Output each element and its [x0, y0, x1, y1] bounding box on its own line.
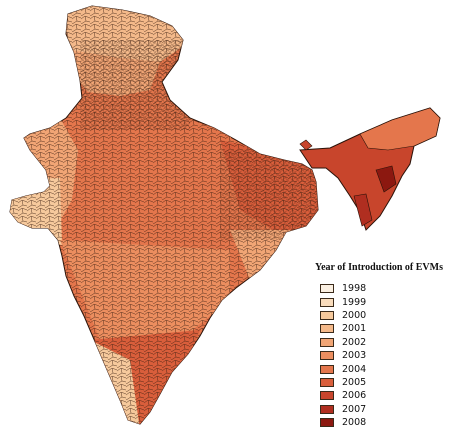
legend-swatch: [320, 298, 334, 307]
legend-item: 2007: [315, 403, 447, 416]
legend-swatch: [320, 324, 334, 333]
legend-label: 2000: [342, 310, 366, 321]
legend-swatch: [320, 338, 334, 347]
legend-item: 2003: [315, 349, 447, 362]
legend-label: 2004: [342, 364, 366, 375]
legend-label: 2008: [342, 417, 366, 428]
legend-label: 2003: [342, 350, 366, 361]
legend-swatch: [320, 365, 334, 374]
legend-swatch: [320, 378, 334, 387]
legend-item: 1998: [315, 282, 447, 295]
legend-swatch: [320, 391, 334, 400]
legend-item: 2005: [315, 376, 447, 389]
legend-label: 2007: [342, 404, 366, 415]
island-marker: [300, 140, 312, 150]
legend-item: 2001: [315, 322, 447, 335]
legend-title: Year of Introduction of EVMs: [315, 262, 447, 273]
legend-swatch: [320, 284, 334, 293]
legend-item: 1999: [315, 295, 447, 308]
legend-label: 1998: [342, 283, 366, 294]
legend-item: 2006: [315, 389, 447, 402]
legend-label: 2006: [342, 390, 366, 401]
legend-swatch: [320, 418, 334, 427]
legend-item: 2000: [315, 309, 447, 322]
legend-swatch: [320, 405, 334, 414]
legend-label: 2005: [342, 377, 366, 388]
legend-item: 2008: [315, 416, 447, 429]
legend-label: 2001: [342, 323, 366, 334]
arunachal-region: [360, 108, 440, 150]
legend-swatch: [320, 311, 334, 320]
legend-swatch: [320, 351, 334, 360]
legend-item: 2004: [315, 362, 447, 375]
legend-label: 2002: [342, 337, 366, 348]
legend-item: 2002: [315, 336, 447, 349]
legend-items: 1998 1999 2000 2001 2002 2003 2004 2005 2006 2007…: [315, 282, 447, 429]
legend: Year of Introduction of EVMs 1998 1999 200…: [315, 262, 447, 429]
legend-label: 1999: [342, 297, 366, 308]
